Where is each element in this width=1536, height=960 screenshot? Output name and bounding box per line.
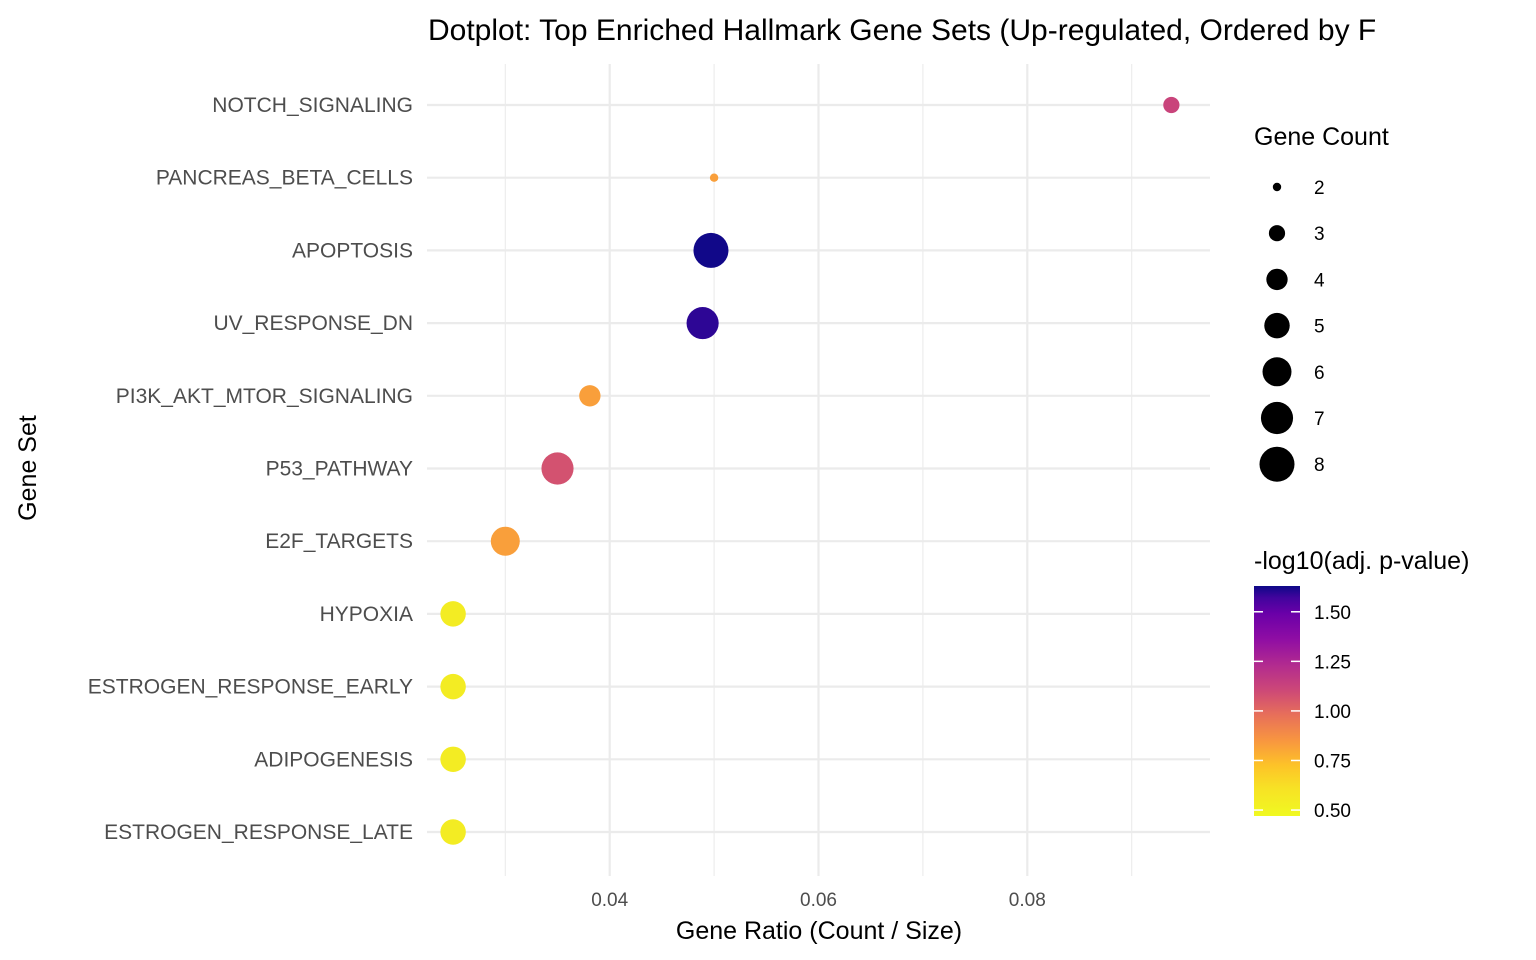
point-pi3k-akt-mtor-signaling bbox=[579, 385, 601, 407]
x-tick-label: 0.08 bbox=[1009, 890, 1046, 911]
size-legend-label: 2 bbox=[1314, 178, 1325, 199]
y-tick-label: HYPOXIA bbox=[320, 603, 413, 626]
size-legend-key bbox=[1268, 225, 1286, 242]
size-legend: Gene Count 2 3 4 5 6 7 8 bbox=[1254, 123, 1389, 482]
point-notch-signaling bbox=[1163, 96, 1180, 114]
x-tick-label: 0.06 bbox=[800, 890, 837, 911]
y-tick-label: E2F_TARGETS bbox=[265, 530, 413, 553]
size-legend-label: 7 bbox=[1314, 409, 1325, 430]
y-tick-label: PI3K_AKT_MTOR_SIGNALING bbox=[116, 385, 413, 408]
point-p53-pathway bbox=[541, 452, 574, 485]
y-tick-label: P53_PATHWAY bbox=[266, 458, 413, 481]
size-legend-label: 8 bbox=[1314, 455, 1325, 476]
point-estrogen-response-late bbox=[440, 819, 466, 845]
color-legend-title: -log10(adj. p-value) bbox=[1254, 547, 1469, 575]
point-adipogenesis bbox=[440, 746, 466, 773]
size-legend-key bbox=[1260, 401, 1294, 435]
color-legend-label: 0.50 bbox=[1314, 801, 1351, 822]
point-estrogen-response-early bbox=[440, 673, 466, 700]
color-legend-label: 1.25 bbox=[1314, 652, 1351, 673]
size-legend-items: 2 3 4 5 6 7 8 bbox=[1259, 178, 1325, 482]
y-tick-label: PANCREAS_BETA_CELLS bbox=[156, 167, 413, 190]
point-hypoxia bbox=[440, 601, 466, 627]
size-legend-key bbox=[1266, 268, 1288, 291]
y-tick-labels: NOTCH_SIGNALING PANCREAS_BETA_CELLS APOPTO… bbox=[88, 94, 413, 844]
y-axis-title: Gene Set bbox=[14, 415, 42, 521]
x-tick-labels: 0.04 0.06 0.08 bbox=[591, 890, 1046, 911]
point-uv-response-dn bbox=[686, 307, 719, 340]
size-legend-label: 5 bbox=[1314, 317, 1325, 338]
color-legend-ticks: 0.50 0.75 1.00 1.25 1.50 bbox=[1254, 603, 1351, 822]
point-e2f-targets bbox=[490, 526, 520, 556]
color-bar bbox=[1254, 586, 1300, 816]
size-legend-key bbox=[1272, 182, 1282, 192]
size-legend-label: 3 bbox=[1314, 224, 1325, 245]
y-tick-label: APOPTOSIS bbox=[292, 239, 413, 262]
grid-layer bbox=[427, 64, 1210, 876]
size-legend-key bbox=[1259, 446, 1295, 482]
color-legend-label: 0.75 bbox=[1314, 751, 1351, 772]
points-layer bbox=[440, 96, 1180, 845]
size-legend-key bbox=[1264, 312, 1290, 339]
y-tick-label: NOTCH_SIGNALING bbox=[212, 94, 413, 117]
x-axis-title: Gene Ratio (Count / Size) bbox=[676, 917, 962, 945]
size-legend-label: 6 bbox=[1314, 363, 1325, 384]
size-legend-title: Gene Count bbox=[1254, 123, 1389, 151]
x-tick-label: 0.04 bbox=[591, 890, 628, 911]
chart-title: Dotplot: Top Enriched Hallmark Gene Sets… bbox=[428, 14, 1376, 47]
y-tick-label: ESTROGEN_RESPONSE_EARLY bbox=[88, 676, 413, 699]
y-tick-label: UV_RESPONSE_DN bbox=[213, 312, 413, 335]
point-pancreas-beta-cells bbox=[709, 173, 719, 182]
color-legend-label: 1.00 bbox=[1314, 702, 1351, 723]
size-legend-label: 4 bbox=[1314, 270, 1325, 291]
size-legend-key bbox=[1262, 357, 1292, 387]
point-apoptosis bbox=[693, 232, 729, 268]
y-tick-label: ESTROGEN_RESPONSE_LATE bbox=[104, 821, 413, 844]
color-legend-label: 1.50 bbox=[1314, 603, 1351, 624]
y-tick-label: ADIPOGENESIS bbox=[254, 748, 413, 771]
color-legend: -log10(adj. p-value) 0.50 0.75 1.00 1.25 1.5… bbox=[1254, 547, 1469, 822]
